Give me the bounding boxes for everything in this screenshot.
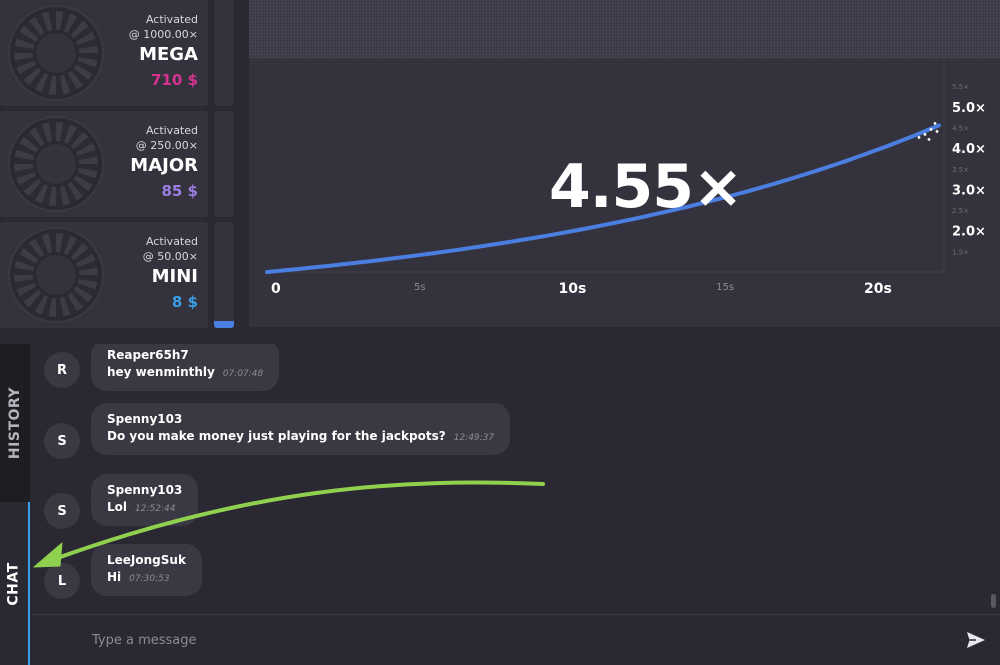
y-tick-label: 2.0× — [952, 225, 986, 240]
y-minor-tick-label: 2.5× — [952, 207, 969, 215]
multiplier-chart: 0 10s 20s 5s 15s 5.0× 4.0× 3.0× 2.0× 5.5× 4.5× 3.5… — [265, 58, 986, 297]
spark — [933, 122, 937, 125]
current-multiplier: 4.55× — [549, 152, 743, 222]
chat-text: hey wenminthly — [107, 365, 215, 379]
graph-header-pattern — [249, 0, 1000, 58]
jackpot-mini: Activated @ 50.00× MINI 8 $ — [0, 222, 208, 328]
jackpot-wheel-icon — [10, 229, 102, 321]
x-minor-tick-label: 5s — [414, 282, 426, 293]
y-tick-label: 3.0× — [952, 183, 986, 198]
x-tick-label: 10s — [559, 281, 587, 297]
send-icon[interactable] — [966, 630, 986, 650]
avatar: L — [44, 563, 80, 599]
chat-timestamp: 07:30:53 — [129, 574, 170, 584]
chat-timestamp: 12:52:44 — [135, 504, 176, 514]
jackpot-status: Activated — [145, 124, 198, 137]
x-minor-tick-label: 15s — [716, 282, 734, 293]
tab-history[interactable]: HISTORY — [0, 344, 30, 502]
y-axis-ticks: 5.0× 4.0× 3.0× 2.0× 5.5× 4.5× 3.5× 2.5× 1.5× — [952, 83, 986, 256]
jackpot-amount: 8 $ — [171, 293, 198, 311]
tab-history-label: HISTORY — [7, 386, 23, 460]
spark — [927, 138, 931, 141]
spark — [923, 133, 927, 136]
chat-bubble: Spenny103 Do you make money just playing… — [91, 403, 511, 455]
chat-username: Spenny103 — [107, 412, 183, 426]
chat-username: LeeJongSuk — [107, 553, 186, 567]
tab-chat[interactable]: CHAT — [0, 502, 30, 665]
y-tick-label: 4.0× — [952, 142, 986, 157]
jackpot-name: MAJOR — [130, 155, 198, 176]
jackpot-name: MEGA — [139, 44, 198, 65]
y-minor-tick-label: 4.5× — [952, 124, 969, 132]
chat-bubble: Spenny103 Lol 12:52:44 — [91, 474, 199, 526]
jackpot-trigger: @ 50.00× — [142, 250, 198, 263]
jackpot-trigger: @ 250.00× — [135, 139, 198, 152]
jackpot-progress-mini — [214, 222, 234, 328]
chat-username: Spenny103 — [107, 483, 183, 497]
chat-panel: R Reaper65h7 hey wenminthly 07:07:48 S Sp… — [32, 344, 1000, 614]
y-tick-label: 5.0× — [952, 101, 986, 116]
jackpots-panel: Activated @ 1000.00× MEGA 710 $ Activate… — [0, 0, 240, 333]
y-minor-tick-label: 5.5× — [952, 83, 969, 91]
chat-input-row — [32, 614, 1000, 665]
jackpot-wheel-icon — [10, 118, 102, 210]
jackpot-wheel-icon — [10, 7, 102, 99]
y-minor-tick-label: 1.5× — [952, 248, 969, 256]
multiplier-curve — [265, 123, 941, 274]
jackpot-major: Activated @ 250.00× MAJOR 85 $ — [0, 111, 208, 217]
chat-timestamp: 12:49:37 — [453, 433, 495, 443]
chat-text: Lol — [107, 500, 128, 514]
jackpot-status: Activated — [145, 235, 198, 248]
jackpot-progress-fill — [214, 320, 234, 328]
chat-bubble: Reaper65h7 hey wenminthly 07:07:48 — [91, 344, 280, 391]
chat-text: Do you make money just playing for the j… — [107, 429, 446, 443]
x-axis-ticks: 0 10s 20s 5s 15s — [271, 281, 892, 297]
avatar: R — [44, 352, 80, 388]
chat-message-input[interactable] — [92, 627, 912, 653]
x-tick-label: 20s — [864, 281, 892, 297]
jackpot-name: MINI — [151, 266, 198, 287]
chat-username: Reaper65h7 — [107, 348, 189, 362]
spark — [935, 130, 939, 133]
avatar: S — [44, 493, 80, 529]
jackpot-progress-major — [214, 111, 234, 217]
multiplier-graph: 0 10s 20s 5s 15s 5.0× 4.0× 3.0× 2.0× 5.5× 4.5× 3.5… — [249, 0, 1000, 327]
jackpot-amount: 710 $ — [151, 71, 198, 89]
chat-bubble: LeeJongSuk Hi 07:30:53 — [91, 544, 202, 596]
spark — [917, 136, 921, 139]
spark — [929, 128, 933, 131]
chat-timestamp: 07:07:48 — [222, 369, 264, 379]
x-tick-label: 0 — [271, 281, 281, 297]
side-tabs: HISTORY CHAT — [0, 344, 30, 665]
jackpot-amount: 85 $ — [161, 182, 198, 200]
tab-chat-label: CHAT — [6, 561, 23, 606]
chat-text: Hi — [107, 570, 122, 584]
jackpot-status: Activated — [145, 13, 198, 26]
avatar: S — [44, 423, 80, 459]
jackpot-progress-mega — [214, 0, 234, 106]
chat-scrollbar[interactable] — [991, 594, 996, 608]
jackpot-mega: Activated @ 1000.00× MEGA 710 $ — [0, 0, 208, 106]
jackpot-trigger: @ 1000.00× — [128, 28, 198, 41]
y-minor-tick-label: 3.5× — [952, 166, 969, 174]
curve-tip-sparks — [917, 122, 939, 141]
